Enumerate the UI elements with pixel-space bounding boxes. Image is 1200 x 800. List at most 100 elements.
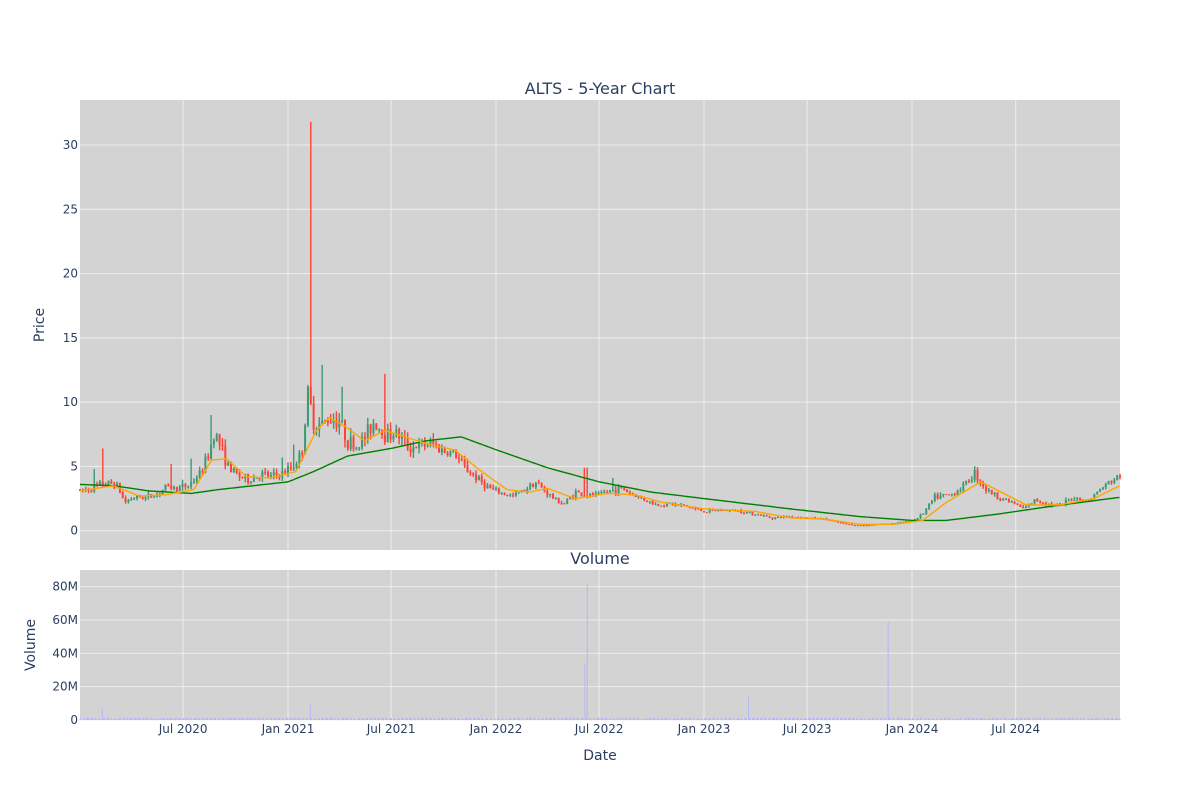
volume-bar <box>174 718 176 720</box>
volume-bar <box>536 719 538 721</box>
volume-bar <box>784 719 786 720</box>
volume-bar <box>333 718 335 720</box>
volume-bar <box>760 718 762 720</box>
candle-body <box>192 481 195 483</box>
volume-bar <box>645 719 647 720</box>
volume-bar <box>1093 718 1095 720</box>
volume-bar <box>909 719 911 720</box>
volume-bar <box>616 718 618 720</box>
volume-bar <box>1009 719 1011 720</box>
volume-bar <box>570 719 572 720</box>
candle-body <box>153 496 156 498</box>
candle-body <box>1039 501 1042 503</box>
candle-body <box>335 420 338 428</box>
volume-bar <box>393 719 394 720</box>
volume-bar <box>997 718 999 720</box>
volume-bar <box>381 718 383 720</box>
volume-bar <box>773 718 775 720</box>
volume-bar <box>616 718 618 720</box>
volume-bar <box>508 718 510 720</box>
candle-body <box>443 448 446 453</box>
volume-bar <box>415 719 417 720</box>
volume-bar <box>976 718 978 720</box>
candle-body <box>366 424 369 439</box>
volume-bar <box>969 718 971 720</box>
volume-bar <box>774 717 776 720</box>
volume-bar <box>778 719 780 721</box>
volume-bar <box>852 719 854 720</box>
volume-bar <box>103 718 105 720</box>
volume-bar <box>818 717 820 720</box>
volume-bar <box>509 718 511 720</box>
volume-bar <box>481 718 483 720</box>
volume-bar <box>633 718 635 720</box>
volume-bar <box>186 719 188 720</box>
candle-body <box>563 503 566 505</box>
volume-bar <box>190 717 192 720</box>
volume-bar <box>449 719 451 720</box>
volume-bar <box>495 719 496 720</box>
volume-bar <box>973 718 975 720</box>
candle-body <box>774 517 777 520</box>
volume-bar <box>549 718 551 720</box>
candle-body <box>90 490 93 492</box>
candle-body <box>717 510 720 512</box>
volume-bar <box>673 719 675 720</box>
volume-bar <box>558 718 560 720</box>
volume-bar <box>949 717 951 720</box>
volume-bar <box>980 719 982 720</box>
volume-bar <box>741 718 743 720</box>
volume-bar <box>269 719 271 720</box>
volume-bar <box>465 718 467 720</box>
volume-bar <box>921 719 923 720</box>
volume-bar <box>416 718 418 720</box>
candle-body <box>167 484 170 486</box>
volume-bar <box>259 719 261 720</box>
volume-bar <box>382 718 384 720</box>
volume-bar <box>377 719 379 720</box>
volume-bar <box>840 718 842 720</box>
volume-bar <box>371 718 373 720</box>
volume-bar <box>473 719 475 720</box>
volume-bar <box>382 717 384 720</box>
volume-bar <box>758 717 760 720</box>
volume-bar <box>533 719 535 720</box>
volume-bar <box>222 718 223 720</box>
volume-bar <box>497 717 499 720</box>
volume-bar <box>479 718 480 720</box>
volume-bar <box>991 718 993 720</box>
volume-bar <box>1015 718 1017 720</box>
candle-body <box>762 515 765 517</box>
candle-body <box>711 509 714 511</box>
candle-body <box>842 523 845 525</box>
volume-bar <box>137 717 139 720</box>
volume-bar <box>700 718 702 720</box>
volume-bar <box>397 718 398 720</box>
volume-bar <box>493 719 495 721</box>
volume-bar <box>307 718 309 720</box>
volume-bar <box>1016 717 1018 720</box>
candle-body <box>135 495 138 499</box>
candle-body <box>848 524 851 526</box>
volume-bar <box>431 718 433 720</box>
volume-bar <box>979 719 981 720</box>
volume-bar <box>764 718 766 720</box>
volume-bar <box>889 718 891 720</box>
volume-bar <box>89 718 91 720</box>
volume-bar <box>207 719 209 720</box>
price-y-tick-label: 10 <box>63 395 78 409</box>
volume-bar <box>287 717 288 720</box>
price-y-tick-label: 15 <box>63 331 78 345</box>
volume-bar <box>354 719 356 721</box>
volume-bar <box>749 718 751 720</box>
candle-body <box>227 461 230 466</box>
volume-bar <box>309 719 311 720</box>
volume-bar <box>116 718 117 720</box>
volume-bar <box>471 719 472 720</box>
volume-bar <box>541 719 543 720</box>
volume-bar <box>879 719 881 721</box>
volume-bar <box>353 718 355 720</box>
volume-bar <box>823 719 825 721</box>
volume-bar <box>870 718 871 720</box>
volume-bar <box>881 718 883 720</box>
